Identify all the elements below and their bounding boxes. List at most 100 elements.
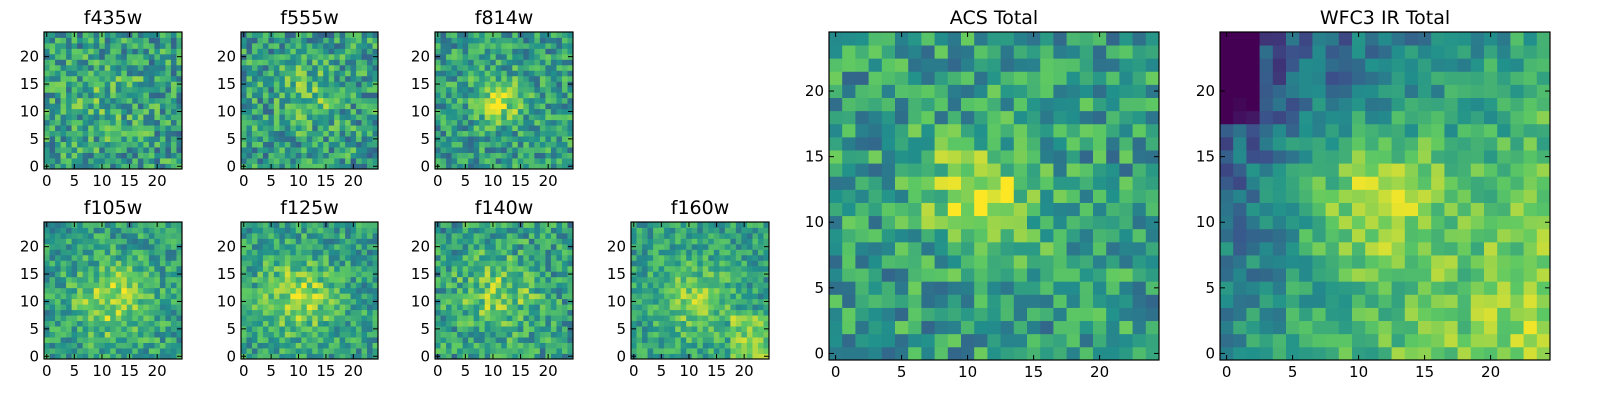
heatmap-cell (55, 97, 61, 104)
heatmap-cell (451, 342, 458, 349)
heatmap-cell (501, 59, 508, 66)
heatmap-cell (367, 103, 373, 110)
heatmap-cell (746, 227, 753, 234)
heatmap-cell (473, 320, 480, 327)
heatmap-cell (534, 287, 541, 294)
heatmap-cell (735, 287, 742, 294)
heatmap-cell (1027, 255, 1041, 269)
heatmap-cell (257, 331, 264, 338)
heatmap-cell (290, 243, 297, 250)
heatmap-cell (697, 282, 704, 289)
heatmap-cell (440, 271, 447, 278)
heatmap-cell (306, 342, 313, 349)
heatmap-cell (653, 342, 659, 349)
heatmap-cell (550, 282, 557, 289)
heatmap-cell (658, 227, 665, 234)
heatmap-cell (752, 282, 759, 289)
heatmap-cell (517, 81, 524, 88)
heatmap-cell (446, 243, 452, 250)
heatmap-cell (539, 265, 546, 272)
heatmap-cell (334, 86, 341, 93)
heatmap-cell (539, 125, 546, 132)
heatmap-cell (317, 53, 324, 60)
heatmap-cell (367, 260, 373, 267)
heatmap-cell (528, 163, 535, 170)
heatmap-cell (1013, 150, 1028, 164)
heatmap-cell (713, 298, 720, 305)
heatmap-cell (501, 238, 508, 245)
y-tick-label: 20 (20, 238, 39, 256)
heatmap-cell (110, 42, 117, 49)
heatmap-cell (713, 249, 720, 256)
heatmap-cell (702, 342, 709, 349)
heatmap-cell (658, 298, 665, 305)
heatmap-cell (60, 37, 67, 44)
heatmap-cell (1093, 241, 1107, 256)
heatmap-cell (1093, 268, 1107, 282)
heatmap-cell (484, 287, 491, 294)
heatmap-cell (367, 114, 373, 121)
heatmap-cell (842, 228, 856, 243)
heatmap-cell (137, 282, 144, 289)
heatmap-cell (170, 287, 177, 294)
heatmap-cell (262, 147, 269, 153)
heatmap-cell (148, 238, 155, 245)
heatmap-cell (104, 130, 111, 137)
x-tick-label: 0 (42, 172, 52, 190)
heatmap-cell (462, 53, 469, 60)
heatmap-cell (523, 249, 530, 256)
heatmap-cell (457, 348, 463, 354)
heatmap-cell (104, 163, 111, 170)
heatmap-cell (71, 108, 78, 115)
heatmap-cell (697, 260, 704, 267)
heatmap-cell (115, 114, 122, 121)
heatmap-cell (501, 342, 508, 349)
heatmap-cell (506, 141, 513, 148)
heatmap-cell (66, 298, 72, 305)
heatmap-cell (295, 293, 302, 300)
heatmap-cell (339, 260, 346, 267)
heatmap-cell (273, 163, 280, 170)
heatmap-cell (121, 326, 128, 332)
heatmap-cell (1053, 241, 1067, 256)
heatmap-cell (345, 243, 351, 250)
heatmap-cell (295, 59, 302, 66)
heatmap-cell (246, 147, 253, 153)
heatmap-cell (1013, 268, 1028, 282)
heatmap-cell (110, 337, 117, 343)
heatmap-cell (312, 293, 319, 300)
heatmap-cell (934, 189, 949, 203)
heatmap-cell (561, 114, 568, 121)
heatmap-cell (273, 75, 280, 82)
heatmap-cell (934, 346, 949, 361)
heatmap-cell (446, 298, 452, 305)
heatmap-cell (523, 326, 530, 332)
heatmap-cell (301, 287, 308, 294)
heatmap-cell (550, 136, 557, 142)
heatmap-cell (176, 125, 183, 132)
heatmap-cell (306, 59, 313, 66)
heatmap-cell (241, 86, 247, 93)
heatmap-cell (506, 222, 513, 228)
heatmap-cell (148, 70, 155, 77)
heatmap-cell (719, 260, 726, 267)
heatmap-cell (154, 337, 161, 343)
heatmap-cell (372, 276, 379, 283)
heatmap-cell (534, 86, 541, 93)
heatmap-cell (306, 227, 313, 234)
heatmap-cell (328, 348, 335, 354)
heatmap-cell (66, 326, 72, 332)
heatmap-cell (284, 353, 291, 360)
heatmap-cell (506, 353, 513, 360)
heatmap-cell (126, 298, 133, 305)
heatmap-cell (534, 315, 541, 322)
heatmap-cell (246, 276, 253, 283)
heatmap-cell (653, 304, 659, 311)
heatmap-cell (361, 125, 368, 132)
heatmap-cell (961, 228, 975, 243)
heatmap-cell (367, 81, 373, 88)
heatmap-cell (501, 163, 508, 170)
heatmap-cell (93, 125, 100, 132)
heatmap-cell (473, 48, 480, 55)
heatmap-cell (746, 326, 753, 332)
